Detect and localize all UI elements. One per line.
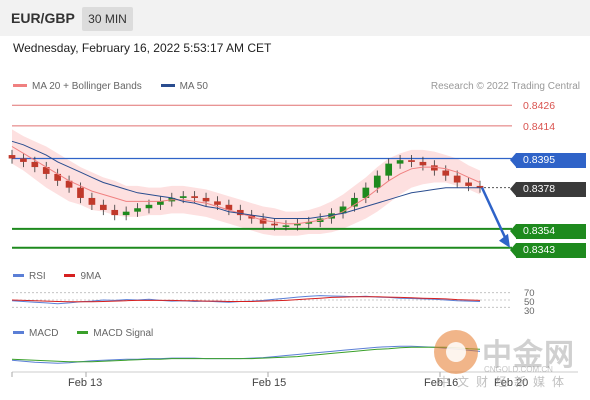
candle-body (282, 225, 290, 227)
candle-body (42, 167, 50, 174)
legend-rsi-label: RSI (29, 271, 46, 282)
candle-body (65, 180, 73, 188)
candle-body (20, 158, 27, 162)
candle-body (294, 223, 301, 226)
candle-body (202, 197, 210, 202)
price-tag-s2: 0.8343 (510, 243, 586, 258)
price-tag-last: 0.8378 (510, 182, 586, 197)
ma20-line (11, 146, 481, 225)
x-tick-feb13: Feb 13 (68, 377, 103, 389)
watermark-logo-icon (434, 330, 478, 374)
rsi-level-70: 70 (524, 288, 535, 299)
candle-body (305, 221, 313, 224)
legend-ma9-label: 9MA (80, 271, 102, 282)
bollinger-band (12, 129, 480, 236)
rsi-ma9-line (11, 296, 481, 303)
x-tick-feb20: Feb 20 (494, 377, 529, 389)
legend-ma20: MA 20 + Bollinger Bands (13, 81, 142, 92)
legend-ma50: MA 50 (160, 81, 208, 92)
legend-macd-signal: MACD Signal (77, 328, 153, 339)
candle-body (465, 182, 472, 186)
price-tag-pivot: 0.8395 (510, 153, 586, 168)
candle-body (77, 187, 84, 198)
macd-signal-swatch (77, 330, 89, 334)
candle-body (476, 185, 484, 188)
candle-body (8, 155, 16, 159)
candle-body (408, 160, 415, 162)
price-tag-r1: 0.8414 (523, 121, 556, 133)
candle-body (122, 211, 130, 216)
legend-macd-signal-label: MACD Signal (93, 328, 154, 339)
candle-body (362, 187, 370, 198)
header-bar: EUR/GBP 30 MIN (0, 0, 590, 36)
candle-body (145, 204, 153, 209)
candle-body (99, 204, 107, 210)
candle-body (191, 196, 198, 198)
candle-body (54, 173, 62, 181)
ma20-swatch (13, 83, 27, 87)
ma50-swatch (160, 83, 175, 87)
rsi-level-30: 30 (524, 306, 535, 317)
candle-body (134, 208, 141, 212)
price-panel (8, 104, 512, 249)
symbol-title: EUR/GBP (11, 10, 75, 26)
candle-body (385, 163, 393, 176)
x-tick-feb16: Feb 16 (424, 377, 459, 389)
candle-body (351, 197, 358, 207)
macd-swatch (13, 330, 24, 334)
candle-body (430, 165, 438, 171)
research-credit: Research © 2022 Trading Central (430, 81, 580, 92)
forecast-arrow-shaft (480, 187, 509, 243)
candle-body (214, 201, 221, 205)
candle-body (442, 170, 450, 176)
candle-body (179, 196, 187, 198)
candle-body (328, 213, 335, 219)
x-tick-feb15: Feb 15 (252, 377, 287, 389)
candle-body (373, 175, 381, 188)
timeframe-button[interactable]: 30 MIN (82, 7, 133, 31)
macd-signal-line (11, 346, 481, 363)
rsi-legend: RSI 9MA (13, 271, 117, 282)
watermark-sub: 中文财经新媒体 (438, 375, 572, 389)
watermark: 中金网 CNGOLD.COM.CN 中文财经新媒体 (434, 330, 584, 390)
candle-body (111, 209, 119, 216)
candle-body (419, 161, 427, 166)
timestamp: Wednesday, February 16, 2022 5:53:17 AM … (13, 41, 272, 55)
forecast-arrow-head (499, 233, 510, 248)
candle-body (259, 218, 267, 224)
legend-ma50-label: MA 50 (179, 81, 208, 92)
legend-macd-label: MACD (29, 328, 59, 339)
ma50-line (11, 140, 480, 219)
candle-body (396, 160, 404, 164)
candle-body (31, 161, 39, 168)
legend-ma20-label: MA 20 + Bollinger Bands (32, 81, 142, 92)
candle-body (453, 175, 461, 183)
macd-legend: MACD MACD Signal (13, 328, 169, 339)
legend-rsi: RSI (13, 271, 46, 282)
candle-body (236, 209, 244, 216)
legend-ma9: 9MA (64, 271, 101, 282)
rsi-level-50: 50 (524, 297, 535, 308)
macd-panel (11, 345, 578, 377)
candle-body (88, 197, 96, 205)
ma9-swatch (64, 273, 76, 277)
rsi-swatch (13, 273, 24, 277)
candle-body (339, 206, 347, 214)
rsi-panel (11, 292, 512, 308)
watermark-brand: 中金网 (482, 339, 575, 372)
price-legend: MA 20 + Bollinger Bands MA 50 (13, 81, 224, 92)
price-tag-r2: 0.8426 (523, 100, 556, 112)
candle-body (225, 204, 233, 210)
watermark-url: CNGOLD.COM.CN (484, 365, 553, 374)
candle-body (157, 201, 164, 205)
legend-macd: MACD (13, 328, 58, 339)
macd-line (11, 345, 481, 364)
candle-body (271, 223, 278, 226)
price-tag-s1: 0.8354 (510, 224, 586, 239)
